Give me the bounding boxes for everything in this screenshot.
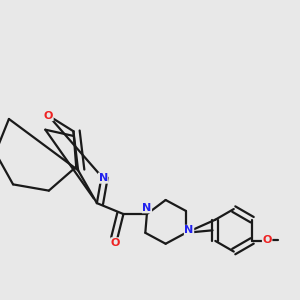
Text: O: O bbox=[44, 111, 53, 121]
Text: N: N bbox=[98, 173, 108, 183]
Text: O: O bbox=[262, 235, 272, 245]
Text: N: N bbox=[184, 225, 194, 235]
Text: O: O bbox=[111, 238, 120, 248]
Text: N: N bbox=[142, 203, 152, 213]
